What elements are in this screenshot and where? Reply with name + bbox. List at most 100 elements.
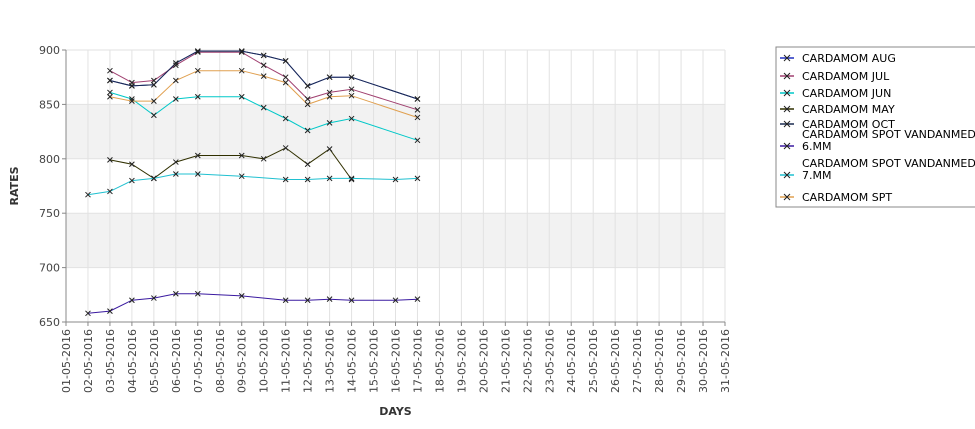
- legend-label: CARDAMOM JUN: [802, 87, 891, 100]
- data-point-marker: [282, 115, 289, 122]
- data-point-marker: [85, 310, 91, 317]
- data-point-marker: [238, 67, 245, 74]
- series-group: [107, 67, 421, 121]
- data-point-marker: [194, 152, 201, 159]
- data-point-marker: [348, 86, 355, 93]
- data-point-marker: [282, 74, 289, 81]
- x-tick-label: 23-05-2016: [543, 329, 556, 393]
- series-group: [107, 145, 355, 183]
- data-point-marker: [151, 77, 157, 84]
- legend-item: CARDAMOM AUG: [780, 52, 896, 65]
- chart-series: [85, 48, 421, 317]
- legend-label: CARDAMOM AUG: [802, 52, 896, 65]
- series-group: [107, 49, 421, 113]
- legend-item: CARDAMOM MAY: [780, 103, 895, 116]
- x-tick-label: 26-05-2016: [609, 329, 622, 393]
- data-point-marker: [151, 295, 157, 301]
- data-point-marker: [238, 293, 245, 299]
- data-point-marker: [282, 79, 289, 86]
- data-point-marker: [260, 73, 267, 79]
- x-tick-label: 17-05-2016: [411, 329, 424, 393]
- x-tick-label: 04-05-2016: [126, 329, 139, 393]
- data-point-marker: [282, 176, 289, 183]
- legend-marker: [783, 89, 791, 97]
- data-point-marker: [326, 93, 333, 100]
- data-point-marker: [238, 152, 245, 159]
- data-point-marker: [260, 62, 267, 69]
- legend-item: CARDAMOM SPT: [780, 191, 892, 204]
- data-point-marker: [414, 296, 421, 303]
- y-tick-label: 700: [39, 262, 60, 275]
- x-tick-label: 30-05-2016: [697, 329, 710, 393]
- data-point-marker: [304, 297, 311, 304]
- legend-marker: [783, 120, 791, 128]
- data-point-marker: [151, 175, 157, 182]
- x-tick-label: 15-05-2016: [368, 329, 381, 393]
- data-point-marker: [348, 176, 355, 183]
- x-tick-label: 22-05-2016: [521, 329, 534, 393]
- data-point-marker: [326, 120, 333, 126]
- data-point-marker: [304, 127, 311, 134]
- x-tick-label: 31-05-2016: [719, 329, 732, 393]
- y-tick-label: 750: [39, 207, 60, 220]
- x-tick-label: 01-05-2016: [60, 329, 73, 393]
- data-point-marker: [107, 157, 113, 163]
- data-point-marker: [260, 104, 267, 111]
- data-point-marker: [414, 114, 421, 121]
- data-point-marker: [304, 161, 311, 168]
- x-tick-label: 20-05-2016: [477, 329, 490, 393]
- legend-item: CARDAMOM SPOT VANDANMEDU 7.MM: [780, 157, 975, 182]
- x-tick-label: 12-05-2016: [302, 329, 315, 393]
- data-point-marker: [238, 93, 245, 100]
- series-line: [109, 51, 418, 111]
- x-tick-label: 10-05-2016: [258, 329, 271, 393]
- data-point-marker: [392, 176, 399, 183]
- data-point-marker: [172, 77, 179, 84]
- data-point-marker: [129, 83, 135, 89]
- series-line: [109, 70, 418, 118]
- data-point-marker: [304, 176, 311, 183]
- data-point-marker: [107, 188, 113, 195]
- data-point-marker: [129, 297, 135, 304]
- y-tick-label: 850: [39, 98, 60, 111]
- series-group: [107, 48, 421, 102]
- data-point-marker: [326, 89, 333, 96]
- data-point-marker: [238, 48, 245, 54]
- x-tick-label: 05-05-2016: [148, 329, 161, 393]
- legend-label: CARDAMOM MAY: [802, 103, 895, 116]
- legend-marker: [783, 54, 791, 62]
- legend-label: CARDAMOM SPOT VANDANMEDU 6.MM: [802, 128, 975, 153]
- data-point-marker: [172, 60, 179, 66]
- legend-marker: [783, 142, 791, 150]
- data-point-marker: [414, 175, 421, 182]
- data-point-marker: [194, 93, 201, 100]
- data-point-marker: [107, 77, 113, 84]
- x-tick-label: 02-05-2016: [82, 329, 95, 393]
- data-point-marker: [348, 175, 355, 182]
- series-line: [109, 50, 418, 100]
- data-point-marker: [172, 96, 179, 102]
- data-point-marker: [282, 58, 289, 64]
- legend-label: CARDAMOM SPT: [802, 191, 892, 204]
- data-point-marker: [348, 74, 355, 81]
- data-point-marker: [348, 115, 355, 122]
- y-tick-label: 800: [39, 153, 60, 166]
- data-point-marker: [107, 67, 113, 74]
- legend-item: CARDAMOM JUL: [780, 70, 890, 83]
- legend-item: CARDAMOM JUN: [780, 87, 891, 100]
- x-tick-label: 09-05-2016: [236, 329, 249, 393]
- legend-marker: [783, 171, 791, 179]
- x-axis-ticks: 01-05-2016 02-05-2016 03-05-2016 04-05-2016…: [60, 322, 732, 393]
- data-point-marker: [282, 297, 289, 304]
- x-tick-label: 11-05-2016: [280, 329, 293, 393]
- y-axis-ticks: 650 700 750 800 850 900: [39, 44, 66, 329]
- data-point-marker: [414, 137, 421, 144]
- data-point-marker: [194, 49, 201, 56]
- legend-label: CARDAMOM SPOT VANDANMEDU 7.MM: [802, 157, 975, 182]
- data-point-marker: [172, 159, 179, 165]
- data-point-marker: [304, 96, 311, 102]
- x-tick-label: 06-05-2016: [170, 329, 183, 393]
- series-group: [85, 171, 421, 198]
- series-group: [107, 89, 421, 144]
- data-point-marker: [107, 308, 113, 314]
